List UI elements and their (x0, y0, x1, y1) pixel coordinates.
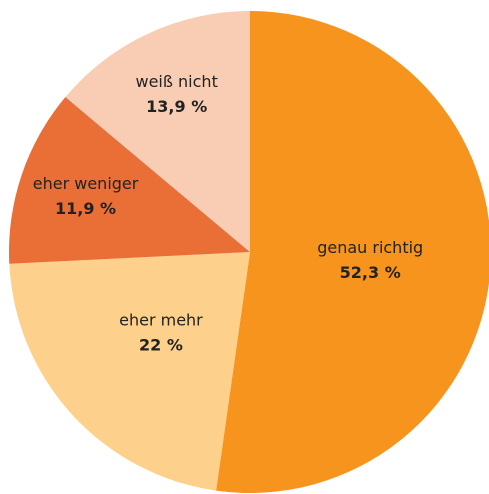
slice-label: eher mehr (119, 311, 203, 330)
pie-slice (9, 97, 250, 264)
slice-value: 13,9 % (146, 97, 207, 116)
slice-value: 52,3 % (340, 263, 401, 282)
pie-slice (216, 11, 489, 493)
slice-label: genau richtig (317, 238, 423, 257)
pie-slice (9, 252, 251, 491)
slice-value: 22 % (139, 336, 183, 355)
slice-label: eher weniger (33, 174, 139, 193)
pie-slice (65, 11, 250, 252)
slice-value: 11,9 % (55, 199, 116, 218)
slice-label: weiß nicht (136, 72, 218, 91)
